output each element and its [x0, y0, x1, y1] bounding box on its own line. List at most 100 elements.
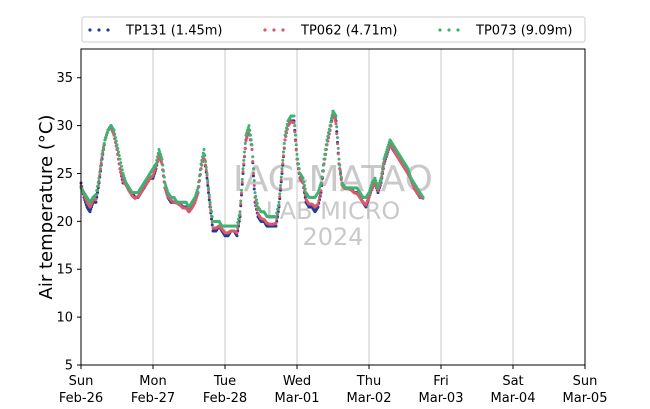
data-point [279, 178, 283, 182]
series-3 [79, 109, 425, 228]
data-point [99, 161, 103, 165]
data-point [117, 150, 120, 154]
data-point [285, 122, 289, 126]
data-point [374, 179, 378, 183]
data-point [89, 207, 93, 211]
data-point [197, 180, 201, 184]
data-point [369, 183, 373, 187]
data-point [206, 179, 210, 183]
data-point [373, 176, 377, 180]
data-point [236, 221, 240, 225]
x-tick-label-day: Wed [283, 374, 311, 389]
data-point [321, 169, 324, 173]
data-point [294, 139, 297, 143]
data-point [241, 170, 245, 174]
data-point [251, 160, 255, 164]
data-point [335, 130, 339, 134]
data-point [243, 154, 246, 158]
data-point [235, 234, 239, 238]
data-point [406, 167, 410, 171]
data-point [242, 158, 246, 162]
data-point [235, 224, 239, 228]
data-point [198, 174, 201, 178]
data-point [408, 171, 411, 175]
data-point [301, 176, 305, 180]
vertical-gridlines [152, 49, 514, 365]
data-point [252, 183, 256, 187]
legend-marker [456, 28, 460, 32]
x-tick-label-date: Mar-05 [563, 391, 608, 406]
data-point [207, 193, 211, 197]
data-point [254, 194, 258, 198]
data-point [338, 163, 342, 167]
data-point [385, 148, 389, 152]
data-point [115, 143, 119, 147]
data-point [162, 169, 165, 173]
x-tick-label-date: Mar-03 [419, 391, 464, 406]
data-point [316, 191, 320, 195]
data-point [240, 180, 244, 184]
x-tick-label-day: Sun [573, 374, 598, 389]
data-point [246, 126, 250, 130]
data-point [317, 188, 321, 192]
x-tick-label-date: Mar-01 [275, 391, 320, 406]
data-point [210, 210, 213, 214]
data-point [278, 195, 282, 199]
data-point [336, 152, 340, 156]
legend-label: TP062 (4.71m) [300, 24, 397, 39]
data-point [104, 136, 108, 140]
data-point [292, 114, 296, 118]
data-point [276, 204, 280, 208]
watermark-line-2: LAB MICRO [266, 197, 401, 225]
data-point [158, 150, 162, 154]
data-point [249, 133, 252, 137]
data-point [318, 192, 322, 196]
data-point [162, 175, 166, 179]
data-point [204, 168, 208, 172]
data-point [321, 163, 325, 167]
data-point [316, 202, 320, 206]
data-point [240, 191, 243, 195]
data-point [337, 157, 341, 161]
data-point [156, 155, 159, 159]
data-point [325, 138, 329, 142]
data-point [377, 183, 381, 187]
data-point [252, 174, 255, 178]
data-point [378, 181, 381, 185]
data-point [294, 148, 298, 152]
data-point [282, 142, 286, 146]
data-point [375, 181, 378, 185]
data-point [247, 124, 251, 128]
data-point [99, 167, 102, 171]
data-point [98, 170, 102, 174]
data-point [318, 183, 322, 187]
data-point [201, 155, 204, 159]
data-point [200, 158, 204, 162]
data-point [99, 158, 103, 162]
data-point [207, 191, 210, 195]
data-point [113, 132, 117, 136]
data-point [251, 155, 255, 159]
data-point [98, 173, 102, 177]
data-point [206, 183, 210, 187]
data-point [164, 183, 168, 187]
data-point [252, 167, 255, 171]
data-point [323, 152, 327, 156]
data-point [244, 133, 248, 137]
data-point [292, 121, 296, 125]
data-point [96, 180, 100, 184]
data-point [279, 175, 283, 179]
data-point [382, 157, 386, 161]
data-point [368, 188, 372, 192]
data-points [79, 109, 425, 238]
data-point [165, 188, 169, 192]
x-tick-label-date: Mar-02 [347, 391, 392, 406]
x-tick-label-day: Mon [139, 374, 166, 389]
data-point [283, 133, 287, 137]
legend-marker [97, 28, 101, 32]
data-point [116, 146, 120, 150]
data-point [293, 130, 297, 134]
data-point [295, 152, 299, 156]
data-point [120, 176, 124, 180]
data-point [327, 131, 330, 135]
